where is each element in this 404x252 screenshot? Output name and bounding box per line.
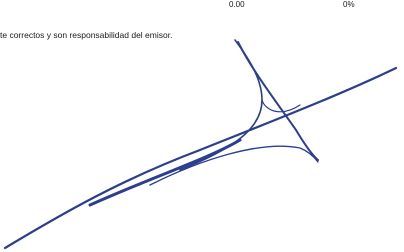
signature-strokes bbox=[5, 40, 396, 248]
page: 0.00 0% te correctos y son responsabilid… bbox=[0, 0, 404, 252]
signature-stroke bbox=[180, 40, 262, 170]
signature-stroke bbox=[90, 140, 240, 205]
signature-stroke bbox=[238, 42, 318, 160]
signature bbox=[0, 0, 404, 252]
signature-stroke bbox=[150, 146, 318, 185]
